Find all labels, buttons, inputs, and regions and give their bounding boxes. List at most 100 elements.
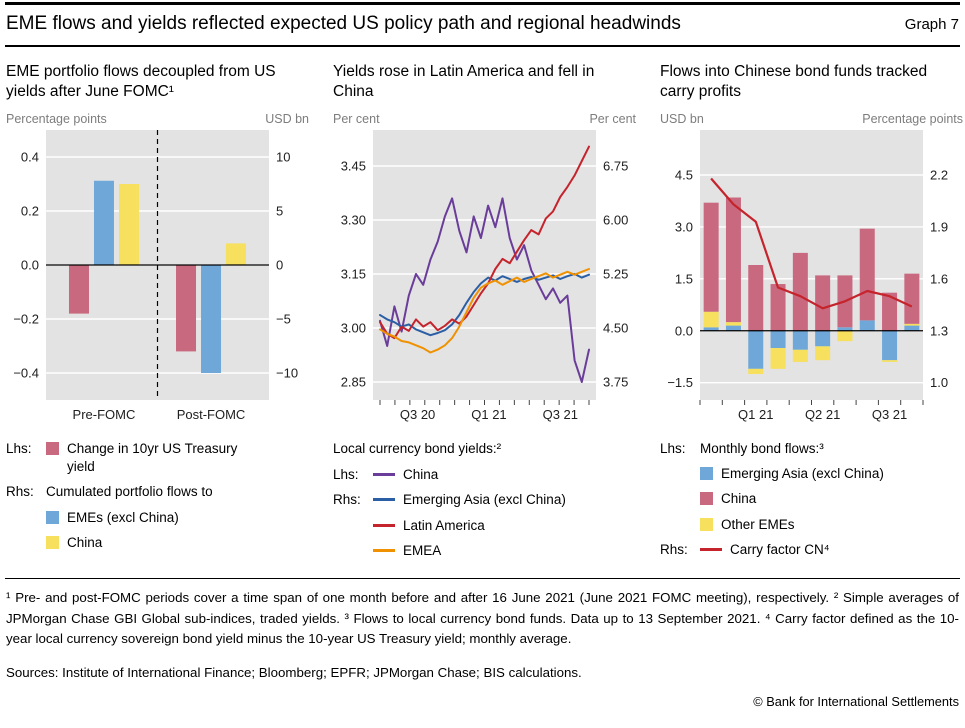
legend-row: Lhs: Monthly bond flows:³ bbox=[660, 440, 963, 458]
axis-unit-left: Per cent bbox=[333, 112, 380, 126]
legend-fomc-flows: Lhs: Change in 10yr US Treasury yield Rh… bbox=[6, 440, 309, 552]
svg-text:0.0: 0.0 bbox=[675, 323, 693, 338]
legend-item-china: China bbox=[403, 467, 439, 483]
panel-title: Flows into Chinese bond funds tracked ca… bbox=[660, 63, 928, 101]
legend-row: China bbox=[660, 490, 963, 508]
stacked-bar-chart-bond-flows: 4.5 3.0 1.5 0.0 −1.5 2.2 1.9 1.6 1.3 1.0 Q1 21 Q2 2… bbox=[660, 130, 963, 428]
graph-title: EME flows and yields reflected expected … bbox=[6, 13, 681, 34]
svg-text:Q1 21: Q1 21 bbox=[471, 407, 506, 422]
axis-unit-left: Percentage points bbox=[6, 112, 107, 126]
svg-text:3.0: 3.0 bbox=[675, 219, 693, 234]
axis-unit-captions: Per cent Per cent bbox=[333, 112, 636, 126]
svg-text:Q1 21: Q1 21 bbox=[738, 407, 773, 422]
legend-rhs-heading: Cumulated portfolio flows to bbox=[46, 484, 213, 500]
china-swatch bbox=[46, 535, 59, 549]
legend-row: Other EMEs bbox=[660, 516, 963, 534]
svg-text:−5: −5 bbox=[276, 312, 291, 327]
legend-bond-flows: Lhs: Monthly bond flows:³ Emerging Asia … bbox=[660, 440, 963, 559]
legend-item-china: China bbox=[721, 491, 757, 507]
svg-text:2.85: 2.85 bbox=[341, 375, 366, 390]
panel-title: Yields rose in Latin America and fell in… bbox=[333, 63, 595, 101]
legend-row: EMEs (excl China) bbox=[6, 509, 309, 527]
svg-text:3.45: 3.45 bbox=[341, 159, 366, 174]
svg-text:Pre-FOMC: Pre-FOMC bbox=[73, 407, 136, 422]
treasury-yield-swatch bbox=[46, 442, 59, 455]
legend-item-emea: EMEA bbox=[403, 542, 442, 558]
svg-text:0.4: 0.4 bbox=[21, 150, 39, 165]
panel-china-bond-funds: Flows into Chinese bond funds tracked ca… bbox=[660, 62, 963, 566]
svg-text:3.15: 3.15 bbox=[341, 267, 366, 282]
legend-rhs-key: Rhs: bbox=[6, 484, 34, 500]
svg-text:−0.2: −0.2 bbox=[13, 312, 39, 327]
legend-lhs-heading: Monthly bond flows:³ bbox=[700, 441, 824, 456]
svg-text:4.5: 4.5 bbox=[675, 168, 693, 183]
legend-heading: Local currency bond yields:² bbox=[333, 441, 502, 456]
copyright-line: © Bank for International Settlements bbox=[753, 694, 959, 710]
axis-unit-right: Percentage points bbox=[862, 112, 963, 126]
legend-rhs-key: Rhs: bbox=[333, 492, 361, 508]
panel-fomc-flows: EME portfolio flows decoupled from US yi… bbox=[6, 62, 309, 559]
emes-excl-china-swatch bbox=[46, 510, 59, 524]
legend-lhs-key: Lhs: bbox=[660, 441, 686, 456]
svg-text:Q2 21: Q2 21 bbox=[805, 407, 840, 422]
svg-text:6.75: 6.75 bbox=[603, 159, 628, 174]
emea-line-swatch bbox=[373, 548, 395, 552]
svg-text:3.00: 3.00 bbox=[341, 321, 366, 336]
china-swatch bbox=[700, 492, 713, 506]
legend-item-china: China bbox=[67, 534, 103, 550]
svg-text:−10: −10 bbox=[276, 366, 298, 381]
svg-text:1.5: 1.5 bbox=[675, 271, 693, 286]
legend-row: Rhs: Carry factor CN⁴ bbox=[660, 541, 963, 559]
china-line-swatch bbox=[373, 473, 395, 477]
latin-america-line-swatch bbox=[373, 523, 395, 527]
panel-title: EME portfolio flows decoupled from US yi… bbox=[6, 63, 276, 101]
bar-chart-fomc-flows: 0.4 0.2 0.0 −0.2 −0.4 10 5 0 −5 −10 Pre-FOMC Post-F… bbox=[6, 130, 309, 428]
svg-text:Q3 21: Q3 21 bbox=[872, 407, 907, 422]
legend-lhs-key: Lhs: bbox=[333, 467, 359, 483]
legend-row: EMEA bbox=[333, 542, 636, 560]
legend-row: Lhs: China bbox=[333, 466, 636, 484]
legend-row: Rhs: Cumulated portfolio flows to bbox=[6, 483, 309, 501]
sources-line: Sources: Institute of International Fina… bbox=[6, 665, 582, 681]
svg-text:Q3 20: Q3 20 bbox=[400, 407, 435, 422]
svg-text:5: 5 bbox=[276, 204, 283, 219]
legend-rhs-key: Rhs: bbox=[660, 541, 688, 557]
legend-item-treasury-yield: Change in 10yr US Treasury yield bbox=[67, 441, 238, 475]
svg-text:5.25: 5.25 bbox=[603, 267, 628, 282]
svg-text:4.50: 4.50 bbox=[603, 321, 628, 336]
legend-row: Latin America bbox=[333, 517, 636, 535]
svg-text:Q3 21: Q3 21 bbox=[543, 407, 578, 422]
legend-item-emerging-asia: Emerging Asia (excl China) bbox=[403, 492, 566, 508]
svg-text:10: 10 bbox=[276, 150, 290, 165]
legend-item-latin-america: Latin America bbox=[403, 517, 485, 533]
axis-unit-captions: USD bn Percentage points bbox=[660, 112, 963, 126]
line-chart-bond-yields: 3.45 3.30 3.15 3.00 2.85 6.75 6.00 5.25 4.50 3.75… bbox=[333, 130, 636, 428]
carry-factor-line-swatch bbox=[700, 547, 722, 551]
svg-text:3.75: 3.75 bbox=[603, 375, 628, 390]
svg-text:−0.4: −0.4 bbox=[13, 366, 39, 381]
legend-row: China bbox=[6, 534, 309, 552]
legend-item-carry-factor: Carry factor CN⁴ bbox=[730, 541, 830, 557]
svg-text:2.2: 2.2 bbox=[930, 168, 948, 183]
graph-number: Graph 7 bbox=[904, 16, 959, 33]
legend-item-emes-excl-china: EMEs (excl China) bbox=[67, 509, 179, 525]
axis-unit-left: USD bn bbox=[660, 112, 704, 126]
legend-row: Emerging Asia (excl China) bbox=[660, 465, 963, 483]
emerging-asia-swatch bbox=[700, 467, 713, 481]
svg-text:1.9: 1.9 bbox=[930, 219, 948, 234]
graph-header: EME flows and yields reflected expected … bbox=[5, 2, 960, 47]
svg-text:0: 0 bbox=[276, 258, 283, 273]
svg-text:1.6: 1.6 bbox=[930, 271, 948, 286]
legend-lhs-key: Lhs: bbox=[6, 441, 32, 456]
svg-text:0.0: 0.0 bbox=[21, 258, 39, 273]
svg-text:Post-FOMC: Post-FOMC bbox=[177, 407, 246, 422]
panels-row: EME portfolio flows decoupled from US yi… bbox=[5, 62, 963, 568]
emerging-asia-line-swatch bbox=[373, 498, 395, 502]
svg-text:3.30: 3.30 bbox=[341, 213, 366, 228]
legend-row: Lhs: Change in 10yr US Treasury yield bbox=[6, 440, 309, 476]
axis-unit-captions: Percentage points USD bn bbox=[6, 112, 309, 126]
panel-yields: Yields rose in Latin America and fell in… bbox=[333, 62, 636, 567]
axis-unit-right: USD bn bbox=[265, 112, 309, 126]
svg-text:1.0: 1.0 bbox=[930, 375, 948, 390]
legend-bond-yields: Local currency bond yields:² Lhs: China … bbox=[333, 440, 636, 560]
